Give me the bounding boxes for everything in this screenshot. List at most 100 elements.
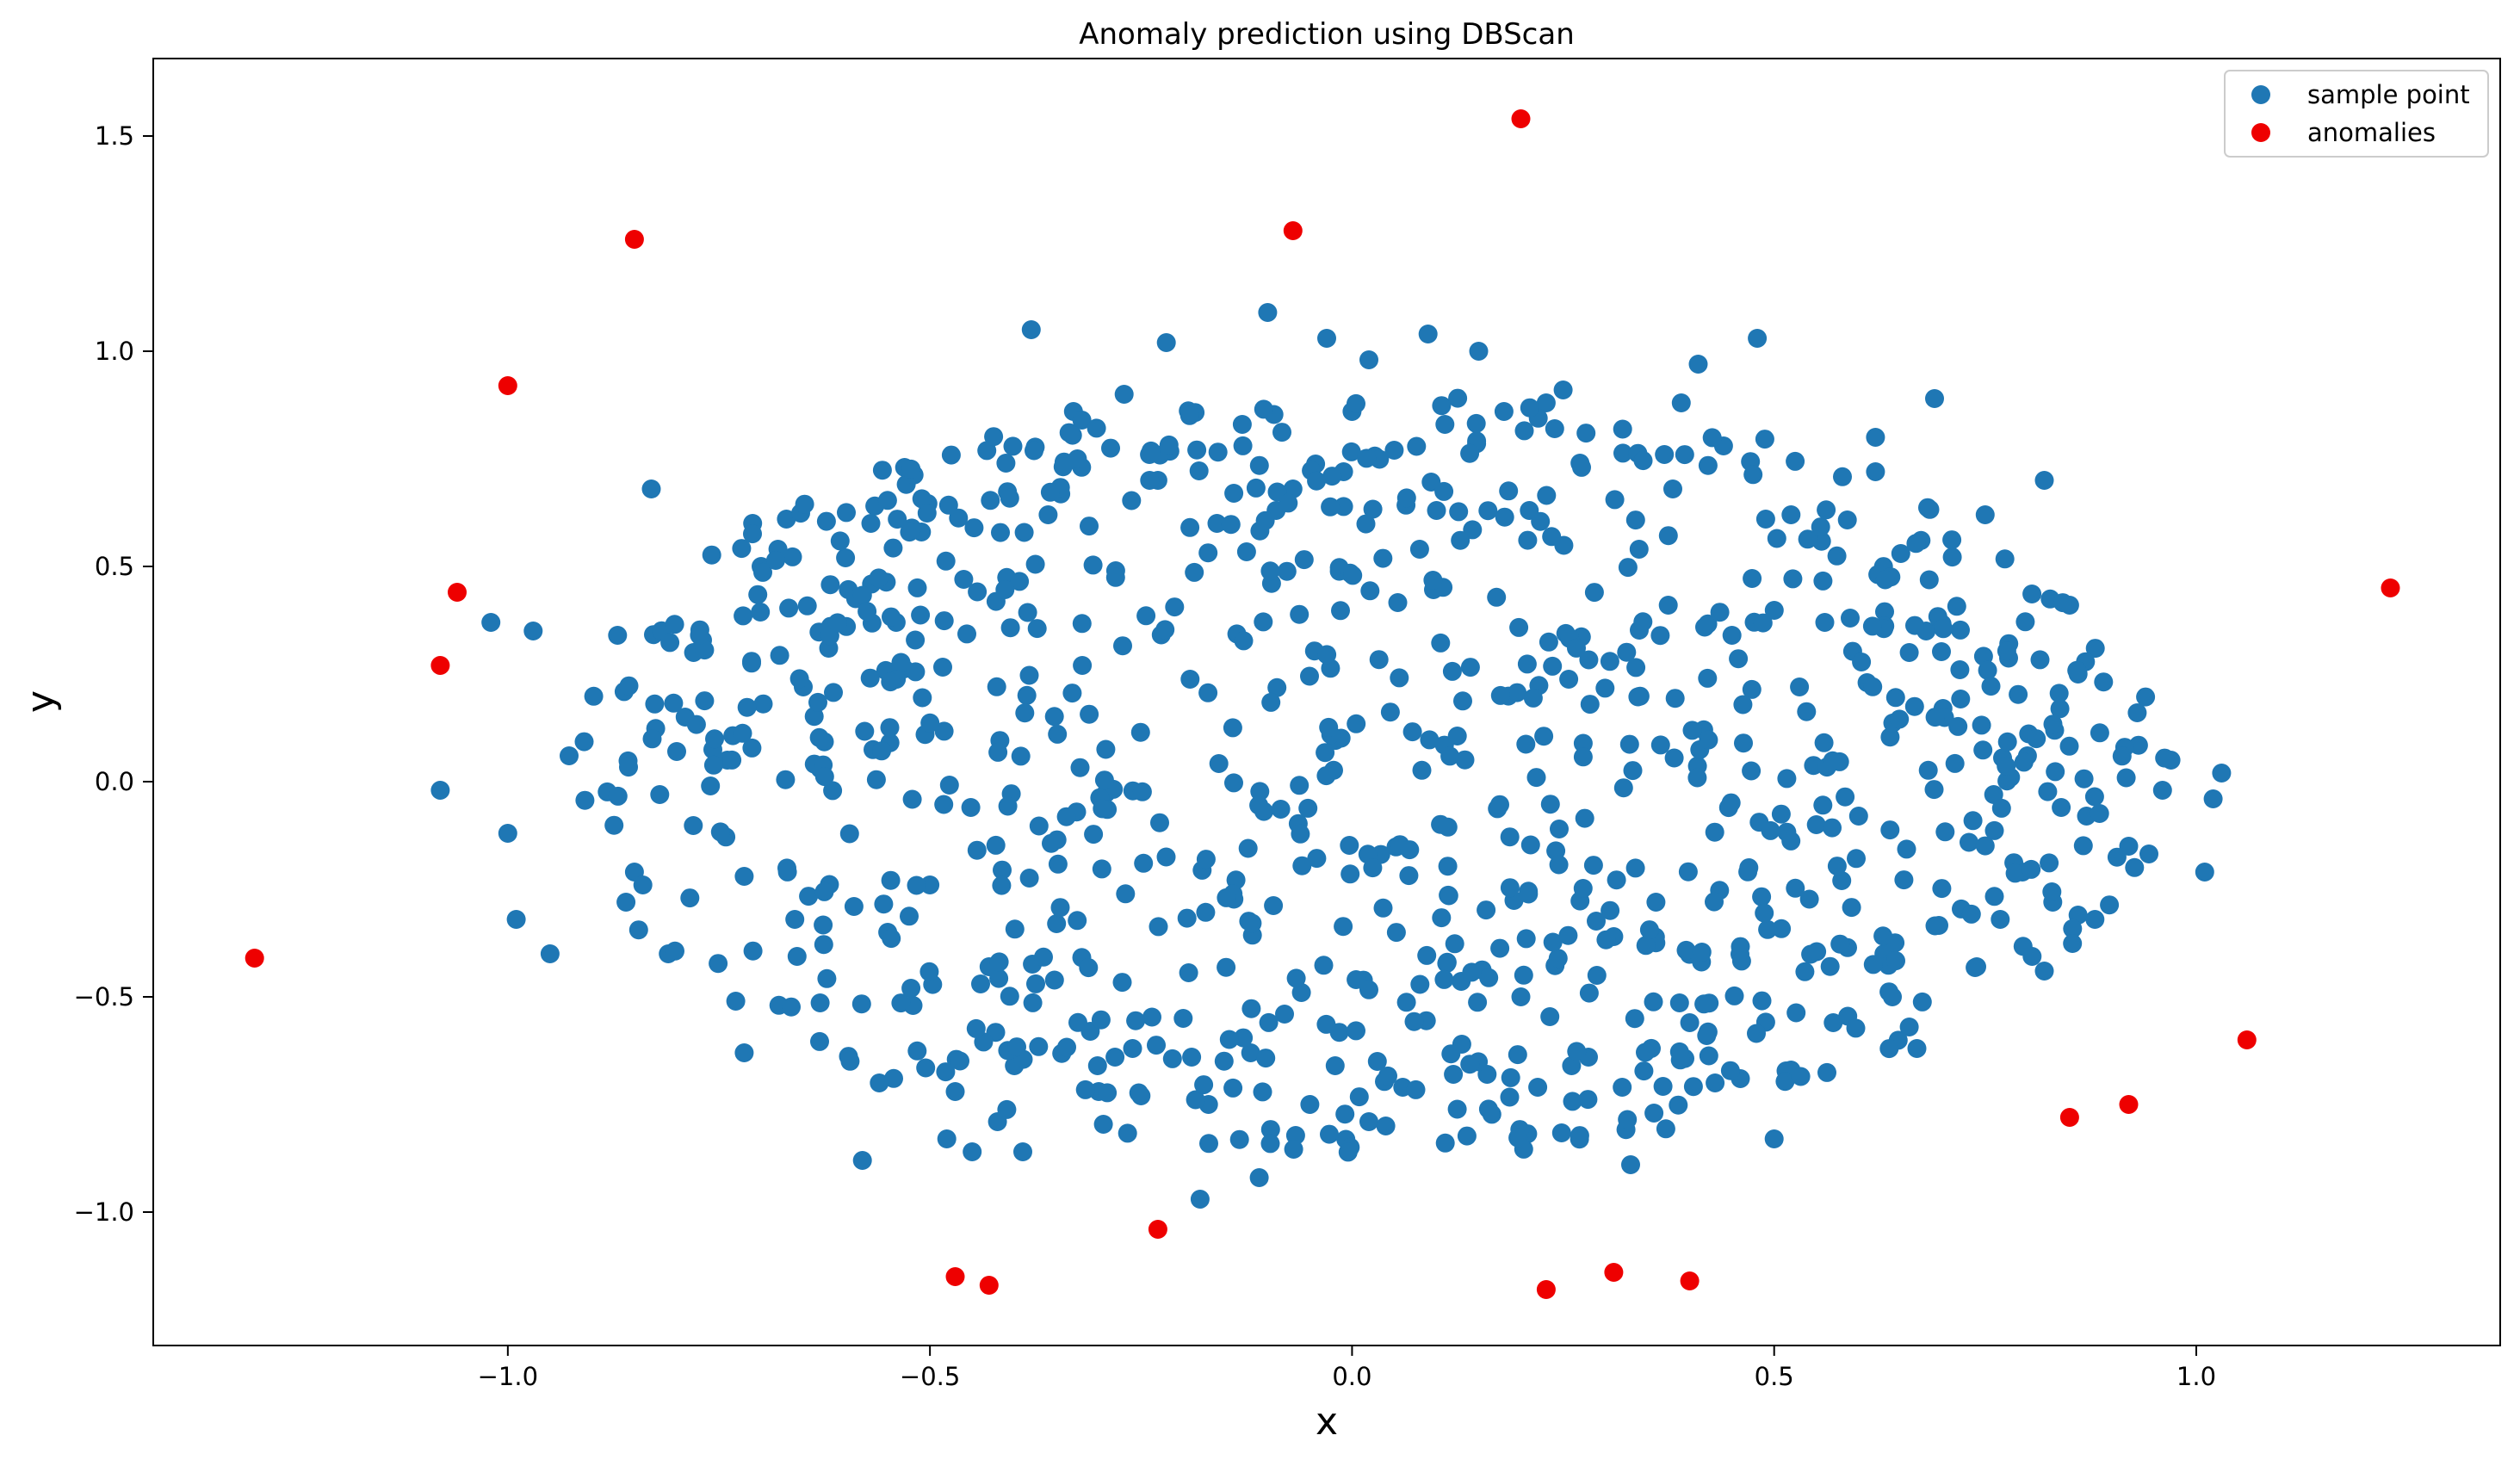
sample-point bbox=[1229, 1129, 1249, 1149]
sample-point bbox=[1852, 653, 1872, 671]
sample-point bbox=[988, 742, 1008, 762]
sample-point bbox=[1633, 612, 1653, 632]
sample-point bbox=[1418, 325, 1438, 343]
sample-point bbox=[1942, 530, 1962, 550]
sample-point bbox=[1453, 691, 1472, 711]
sample-point bbox=[1094, 770, 1114, 790]
sample-point bbox=[920, 875, 940, 894]
sample-point bbox=[2112, 746, 2132, 766]
sample-point bbox=[1618, 1110, 1638, 1129]
sample-point bbox=[2022, 585, 2042, 603]
sample-point bbox=[1242, 913, 1262, 933]
sample-point bbox=[1542, 527, 1562, 547]
sample-point bbox=[1918, 760, 1938, 780]
sample-point bbox=[1897, 839, 1916, 859]
sample-point bbox=[1978, 660, 1997, 680]
sample-point bbox=[1613, 778, 1633, 798]
sample-point bbox=[939, 776, 959, 795]
sample-point bbox=[1116, 884, 1136, 904]
sample-point bbox=[1388, 593, 1408, 612]
sample-point bbox=[1490, 938, 1510, 958]
sample-point bbox=[608, 626, 628, 645]
sample-point bbox=[934, 721, 954, 741]
sample-point bbox=[861, 514, 881, 533]
sample-point bbox=[1929, 916, 1948, 935]
sample-point bbox=[945, 1082, 965, 1101]
sample-point bbox=[1080, 704, 1099, 724]
sample-point bbox=[1830, 934, 1850, 954]
sample-point bbox=[1407, 436, 1427, 456]
sample-point bbox=[1208, 442, 1228, 462]
sample-point bbox=[830, 531, 850, 551]
sample-point bbox=[920, 713, 940, 733]
sample-point bbox=[1092, 859, 1111, 879]
sample-point bbox=[1575, 808, 1594, 828]
sample-point bbox=[1490, 685, 1510, 705]
sample-point bbox=[1439, 885, 1458, 905]
y-tick-label: 1.0 bbox=[95, 337, 134, 366]
sample-point bbox=[1469, 342, 1489, 361]
sample-point bbox=[1526, 768, 1546, 788]
sample-point bbox=[1890, 709, 1910, 729]
x-tick-label: 0.0 bbox=[1332, 1362, 1371, 1391]
sample-point bbox=[866, 770, 886, 789]
sample-point bbox=[1520, 835, 1540, 855]
sample-point bbox=[1752, 991, 1772, 1011]
sample-point bbox=[1997, 641, 2016, 661]
y-axis-ticks: −1.0 −0.5 0.0 0.5 1.0 1.5 bbox=[74, 121, 153, 1227]
sample-point bbox=[1442, 661, 1462, 681]
sample-point bbox=[1053, 457, 1073, 477]
sample-point bbox=[808, 692, 827, 712]
sample-point bbox=[1340, 836, 1359, 855]
y-tick-label: −1.0 bbox=[74, 1197, 134, 1227]
sample-point bbox=[523, 622, 543, 640]
sample-point bbox=[1534, 727, 1554, 746]
sample-point bbox=[1003, 436, 1023, 456]
legend-box bbox=[2224, 70, 2489, 158]
sample-point bbox=[1132, 782, 1152, 801]
sample-point bbox=[1448, 388, 1468, 408]
sample-point bbox=[1758, 919, 1778, 939]
sample-point bbox=[1781, 505, 1801, 524]
sample-point bbox=[827, 613, 847, 633]
sample-point bbox=[1665, 689, 1685, 708]
sample-point bbox=[1254, 612, 1273, 632]
sample-point bbox=[1300, 666, 1319, 686]
sample-point bbox=[1378, 1066, 1397, 1086]
sample-point bbox=[1083, 555, 1103, 575]
sample-point bbox=[2195, 863, 2214, 882]
sample-point bbox=[900, 906, 919, 926]
sample-point bbox=[1150, 813, 1169, 832]
sample-point bbox=[1669, 1042, 1689, 1061]
sample-point bbox=[1500, 1087, 1520, 1107]
sample-point bbox=[852, 1151, 872, 1170]
sample-point bbox=[1551, 1123, 1571, 1142]
sample-point bbox=[1738, 862, 1758, 882]
sample-point bbox=[933, 658, 952, 677]
sample-point bbox=[814, 732, 834, 752]
sample-point bbox=[1580, 695, 1600, 715]
sample-point bbox=[2084, 787, 2104, 807]
sample-point bbox=[1886, 951, 1905, 971]
sample-point bbox=[1823, 751, 1842, 770]
sample-point bbox=[906, 630, 926, 650]
sample-point bbox=[1182, 1048, 1202, 1067]
sample-point bbox=[1357, 449, 1377, 468]
sample-point bbox=[1130, 722, 1150, 742]
sample-point bbox=[2063, 934, 2083, 953]
sample-point bbox=[1072, 411, 1092, 430]
sample-point bbox=[1880, 727, 1900, 747]
sample-point bbox=[1334, 917, 1353, 937]
sample-point bbox=[2090, 723, 2109, 743]
sample-point bbox=[1997, 732, 2017, 752]
sample-point bbox=[1314, 956, 1334, 975]
sample-point bbox=[1626, 658, 1646, 677]
sample-point bbox=[1236, 542, 1256, 561]
sample-point bbox=[917, 504, 937, 523]
sample-point bbox=[968, 582, 988, 602]
sample-point bbox=[1579, 983, 1599, 1003]
sample-point bbox=[1767, 529, 1786, 548]
sample-point bbox=[1224, 484, 1244, 503]
sample-point bbox=[1721, 793, 1741, 813]
